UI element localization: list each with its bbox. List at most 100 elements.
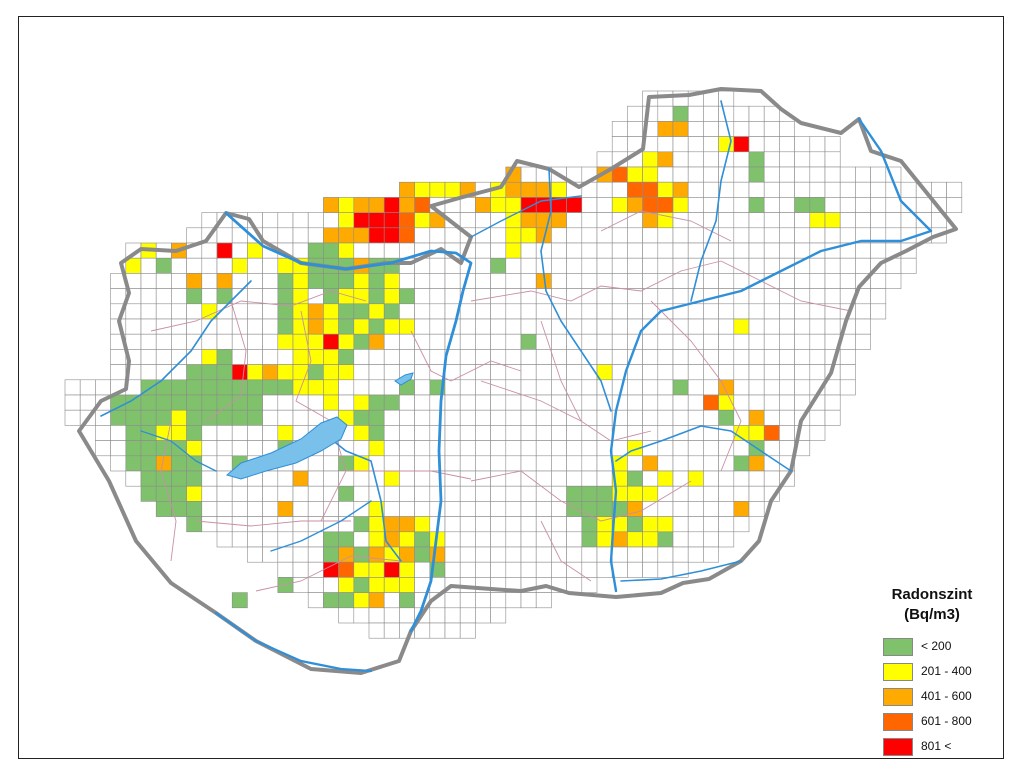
grid-cell (475, 303, 491, 320)
radon-cell-c5 (231, 364, 248, 381)
grid-cell (307, 394, 324, 411)
grid-cell (611, 136, 628, 153)
grid-cell (353, 242, 370, 259)
grid-cell (262, 257, 279, 274)
grid-cell (262, 349, 279, 365)
grid-cell (444, 485, 461, 502)
grid-cell (551, 257, 567, 274)
radon-cell-c3 (292, 470, 309, 487)
grid-cell (855, 257, 871, 274)
grid-cell (490, 546, 507, 563)
radon-cell-c4 (627, 181, 643, 198)
radon-cell-c2 (505, 227, 522, 244)
grid-cell (642, 546, 659, 563)
grid-cell (748, 318, 765, 335)
grid-cell (414, 379, 431, 396)
grid-cell (703, 257, 719, 274)
radon-cell-c3 (672, 121, 689, 137)
grid-cell (490, 273, 507, 289)
grid-cell (703, 121, 719, 137)
grid-cell (900, 181, 917, 198)
grid-cell (383, 364, 400, 381)
grid-cell (110, 455, 127, 472)
grid-cell (551, 273, 567, 289)
grid-cell (779, 242, 795, 259)
radon-cell-c2 (642, 485, 659, 502)
grid-cell (687, 303, 704, 320)
grid-cell (566, 546, 583, 563)
grid-cell (551, 470, 567, 487)
grid-cell (383, 485, 400, 502)
grid-cell (779, 364, 795, 381)
radon-cell-c1 (186, 409, 203, 426)
grid-cell (581, 318, 598, 335)
grid-cell (627, 273, 643, 289)
legend-label-c5: 801 < (921, 739, 952, 753)
radon-cell-c2 (687, 470, 704, 487)
radon-cell-c5 (368, 212, 385, 229)
grid-cell (368, 622, 385, 639)
grid-cell (292, 394, 309, 411)
grid-cell (353, 379, 370, 396)
grid-cell (687, 379, 704, 396)
grid-cell (171, 333, 187, 350)
grid-cell (581, 455, 598, 472)
grid-cell (171, 288, 187, 305)
grid-cell (262, 485, 279, 502)
grid-cell (672, 501, 689, 517)
radon-cell-c1 (399, 592, 415, 609)
river-zala (140, 430, 217, 472)
grid-cell (459, 197, 476, 213)
legend-swatch-c2 (883, 663, 913, 681)
grid-cell (444, 288, 461, 305)
grid-cell (596, 455, 613, 472)
grid-cell (414, 364, 431, 381)
grid-cell (444, 561, 461, 578)
radon-cell-c1 (520, 333, 537, 350)
grid-cell (292, 561, 309, 578)
grid-cell (596, 242, 613, 259)
radon-cell-c2 (323, 379, 339, 396)
grid-cell (353, 440, 370, 457)
radon-cell-c3 (748, 409, 765, 426)
radon-cell-c1 (171, 470, 187, 487)
grid-cell (672, 136, 689, 153)
grid-cell (566, 273, 583, 289)
radon-cell-c1 (368, 425, 385, 441)
grid-cell (596, 288, 613, 305)
grid-cell (733, 227, 750, 244)
grid-cell (383, 425, 400, 441)
grid-cell (399, 409, 415, 426)
grid-cell (399, 303, 415, 320)
grid-cell (642, 333, 659, 350)
grid-cell (718, 333, 735, 350)
grid-cell (627, 455, 643, 472)
radon-cell-c1 (338, 592, 355, 609)
grid-cell (444, 273, 461, 289)
grid-cell (459, 455, 476, 472)
grid-cell (323, 470, 339, 487)
grid-cell (642, 288, 659, 305)
radon-cell-c2 (292, 273, 309, 289)
grid-cell (520, 440, 537, 457)
grid-cell (915, 197, 932, 213)
grid-cell (870, 212, 887, 229)
radon-cell-c3 (216, 273, 233, 289)
grid-cell (642, 561, 659, 578)
grid-cell (809, 409, 826, 426)
grid-cell (581, 227, 598, 244)
grid-cell (110, 288, 127, 305)
grid-cell (140, 288, 157, 305)
grid-cell (763, 136, 780, 153)
county-boundary (160, 420, 177, 562)
grid-cell (444, 394, 461, 411)
grid-cell (824, 318, 841, 335)
legend-swatch-c3 (883, 688, 913, 706)
grid-cell (307, 227, 324, 244)
grid-cell (383, 349, 400, 365)
radon-cell-c2 (338, 288, 355, 305)
grid-cell (520, 501, 537, 517)
grid-cell (414, 273, 431, 289)
radon-cell-c2 (323, 318, 339, 335)
radon-cell-c2 (642, 166, 659, 183)
